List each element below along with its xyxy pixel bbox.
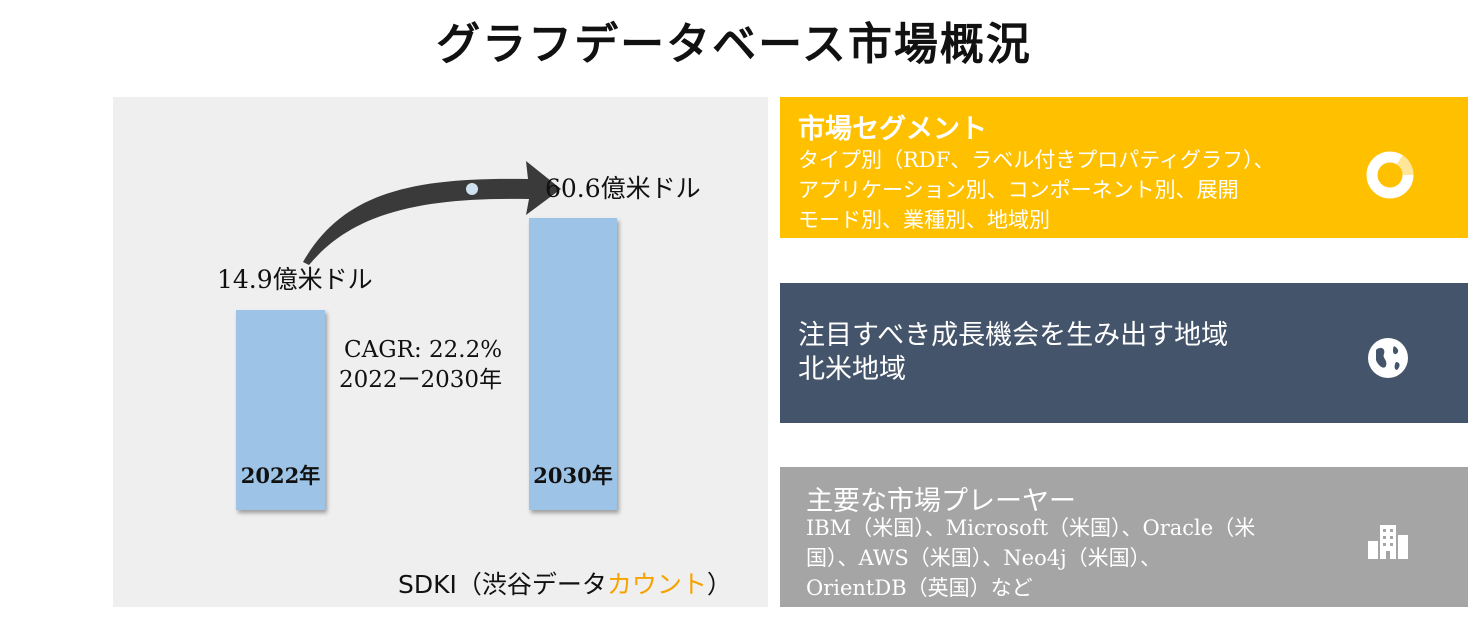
arrow-dot [466,183,478,195]
cagr-text: CAGR: 22.2% 2022ー2030年 [339,335,502,395]
segment-title: 市場セグメント [798,114,987,145]
bar-label-2022: 2022年 [240,463,321,488]
segment-line: モード別、業種別、地域別 [798,208,1050,232]
source-prefix: SDKI（渋谷データ [398,570,607,599]
players-line: 国）、AWS（米国）、Neo4j（米国）、 [806,546,1162,570]
region-title: 注目すべき成長機会を生み出す地域 [798,320,1229,351]
players-lines: IBM（米国）、Microsoft（米国）、Oracle（米 国）、AWS（米国… [806,513,1255,603]
growth-region-card: 注目すべき成長機会を生み出す地域 北米地域 [780,283,1468,423]
cagr-rate: CAGR: 22.2% [344,337,503,363]
growth-arrow [303,161,561,265]
bar-label-2030: 2030年 [533,463,613,488]
players-line: IBM（米国）、Microsoft（米国）、Oracle（米 [806,516,1256,540]
buildings-icon [1368,525,1408,559]
region-value: 北米地域 [798,354,906,385]
source-accent: カウント [606,570,707,599]
players-line: OrientDB（英国）など [806,576,1033,600]
segment-line: アプリケーション別、コンポーネント別、展開 [798,178,1239,202]
segment-line: タイプ別（RDF、ラベル付きプロパティグラフ）、 [798,148,1275,172]
players-title: 主要な市場プレーヤー [806,486,1076,517]
market-size-panel: 14.9億米ドル 60.6億米ドル 2022年 2030年 CAGR: 22.2… [113,97,768,607]
bar-2022: 2022年 [236,310,325,510]
market-segment-card: 市場セグメント タイプ別（RDF、ラベル付きプロパティグラフ）、 アプリケーショ… [780,97,1468,238]
donut-chart-icon [1366,151,1414,199]
segment-lines: タイプ別（RDF、ラベル付きプロパティグラフ）、 アプリケーション別、コンポーネ… [798,145,1274,235]
source-credit: SDKI（渋谷データカウント） [398,565,732,601]
key-players-card: 主要な市場プレーヤー IBM（米国）、Microsoft（米国）、Oracle（… [780,467,1468,607]
value-label-2022: 14.9億米ドル [217,265,373,294]
cagr-period: 2022ー2030年 [339,367,503,393]
source-suffix: ） [706,570,732,599]
globe-icon [1368,338,1408,378]
value-label-2030: 60.6億米ドル [545,174,701,203]
page-title: グラフデータベース市場概況 [436,19,1032,70]
bar-2030: 2030年 [529,218,617,510]
